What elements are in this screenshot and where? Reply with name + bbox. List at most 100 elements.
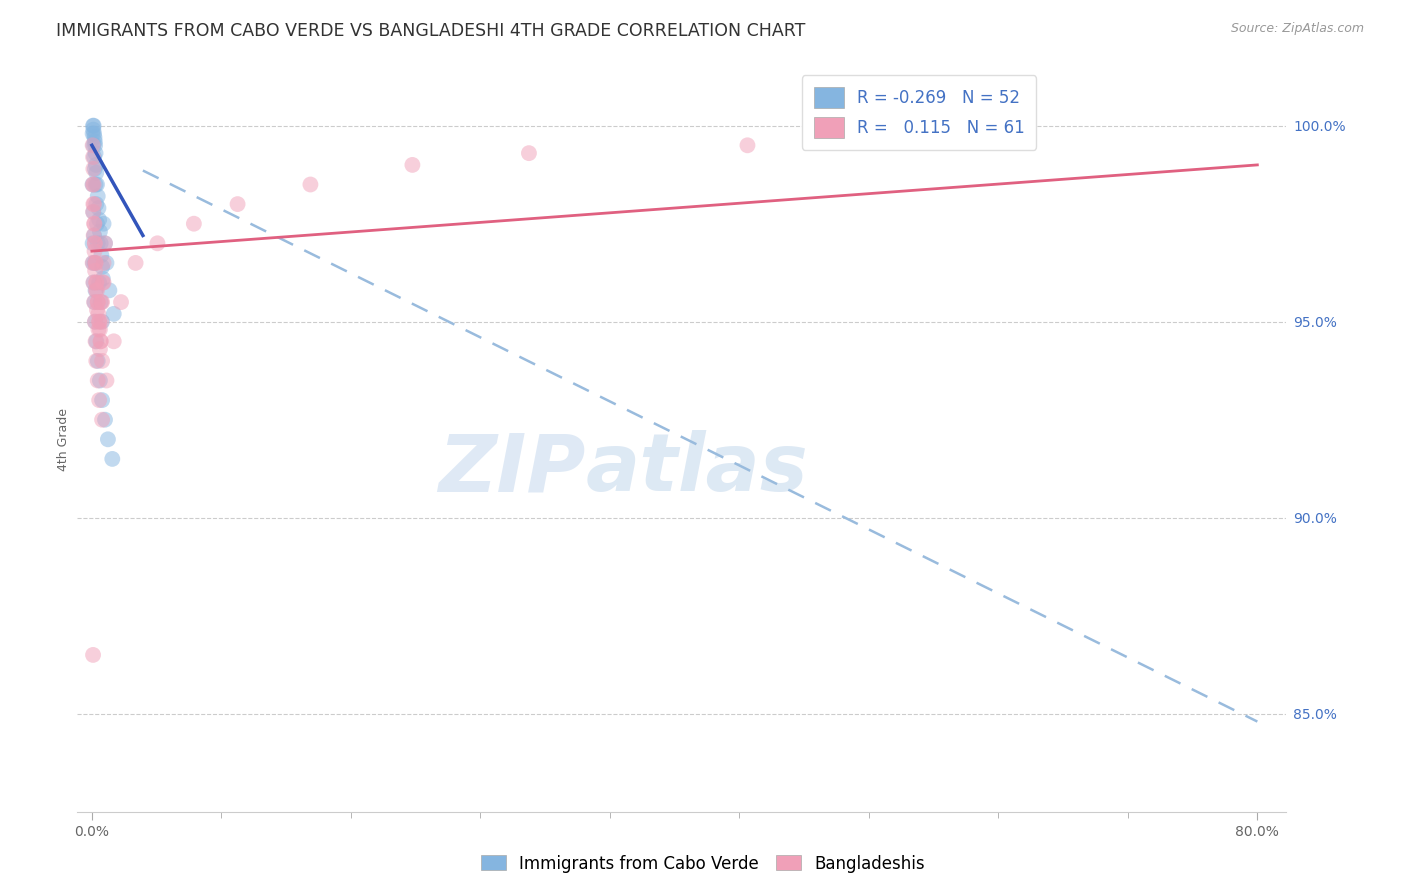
Point bbox=[84, 178, 107, 192]
Point bbox=[87, 201, 110, 215]
Point bbox=[299, 178, 322, 192]
Point bbox=[103, 334, 125, 349]
Point bbox=[124, 256, 146, 270]
Point bbox=[401, 158, 423, 172]
Point bbox=[83, 119, 105, 133]
Point bbox=[84, 276, 107, 290]
Text: ZIP: ZIP bbox=[437, 430, 585, 508]
Point bbox=[82, 648, 104, 662]
Point bbox=[93, 276, 115, 290]
Point bbox=[94, 236, 117, 251]
Point bbox=[91, 413, 114, 427]
Point bbox=[91, 260, 114, 274]
Point bbox=[89, 315, 111, 329]
Point bbox=[87, 374, 110, 388]
Point bbox=[84, 264, 107, 278]
Point bbox=[101, 451, 124, 466]
Point bbox=[90, 334, 112, 349]
Point bbox=[82, 178, 104, 192]
Text: atlas: atlas bbox=[585, 430, 808, 508]
Point bbox=[94, 413, 117, 427]
Point bbox=[83, 217, 105, 231]
Point bbox=[83, 178, 105, 192]
Point bbox=[90, 236, 112, 251]
Point bbox=[84, 315, 107, 329]
Point bbox=[93, 217, 115, 231]
Point bbox=[83, 315, 105, 329]
Point bbox=[83, 161, 105, 176]
Point bbox=[91, 315, 114, 329]
Point bbox=[83, 150, 105, 164]
Text: Source: ZipAtlas.com: Source: ZipAtlas.com bbox=[1230, 22, 1364, 36]
Point bbox=[87, 322, 110, 336]
Point bbox=[90, 315, 112, 329]
Point bbox=[517, 146, 540, 161]
Point bbox=[91, 354, 114, 368]
Point bbox=[91, 393, 114, 408]
Point bbox=[183, 217, 205, 231]
Point bbox=[89, 393, 111, 408]
Point bbox=[83, 217, 105, 231]
Point bbox=[84, 146, 107, 161]
Point bbox=[83, 228, 105, 243]
Point bbox=[97, 432, 120, 446]
Point bbox=[82, 122, 104, 136]
Text: IMMIGRANTS FROM CABO VERDE VS BANGLADESHI 4TH GRADE CORRELATION CHART: IMMIGRANTS FROM CABO VERDE VS BANGLADESH… bbox=[56, 22, 806, 40]
Point bbox=[146, 236, 169, 251]
Point bbox=[82, 138, 104, 153]
Point bbox=[82, 161, 104, 176]
Point bbox=[94, 236, 117, 251]
Point bbox=[90, 295, 112, 310]
Point bbox=[83, 127, 105, 141]
Point bbox=[83, 295, 105, 310]
Point bbox=[82, 197, 104, 211]
Point bbox=[91, 295, 114, 310]
Point bbox=[84, 276, 107, 290]
Point bbox=[83, 244, 105, 259]
Point bbox=[84, 334, 107, 349]
Point bbox=[90, 248, 112, 262]
Y-axis label: 4th Grade: 4th Grade bbox=[58, 408, 70, 471]
Point bbox=[83, 295, 105, 310]
Point bbox=[84, 284, 107, 298]
Point bbox=[93, 256, 115, 270]
Point bbox=[89, 212, 111, 227]
Point bbox=[82, 119, 104, 133]
Point bbox=[86, 217, 108, 231]
Legend: R = -0.269   N = 52, R =   0.115   N = 61: R = -0.269 N = 52, R = 0.115 N = 61 bbox=[801, 75, 1036, 150]
Point bbox=[82, 127, 104, 141]
Point bbox=[84, 354, 107, 368]
Point bbox=[89, 374, 111, 388]
Point bbox=[83, 197, 105, 211]
Point bbox=[84, 166, 107, 180]
Point bbox=[82, 236, 104, 251]
Point bbox=[87, 295, 110, 310]
Point bbox=[84, 256, 107, 270]
Point bbox=[84, 158, 107, 172]
Point bbox=[91, 271, 114, 285]
Point bbox=[226, 197, 249, 211]
Point bbox=[83, 276, 105, 290]
Point bbox=[89, 225, 111, 239]
Point bbox=[83, 256, 105, 270]
Point bbox=[86, 178, 108, 192]
Point bbox=[86, 302, 108, 317]
Point bbox=[83, 236, 105, 251]
Point bbox=[87, 236, 110, 251]
Point bbox=[90, 334, 112, 349]
Point bbox=[96, 374, 118, 388]
Point bbox=[110, 295, 132, 310]
Point bbox=[83, 228, 105, 243]
Point bbox=[103, 307, 125, 321]
Point bbox=[91, 276, 114, 290]
Point bbox=[82, 150, 104, 164]
Point bbox=[84, 284, 107, 298]
Point bbox=[82, 205, 104, 219]
Point bbox=[89, 276, 111, 290]
Point bbox=[82, 276, 104, 290]
Point bbox=[84, 334, 107, 349]
Point bbox=[82, 178, 104, 192]
Point bbox=[82, 205, 104, 219]
Point bbox=[82, 138, 104, 153]
Point bbox=[89, 342, 111, 356]
